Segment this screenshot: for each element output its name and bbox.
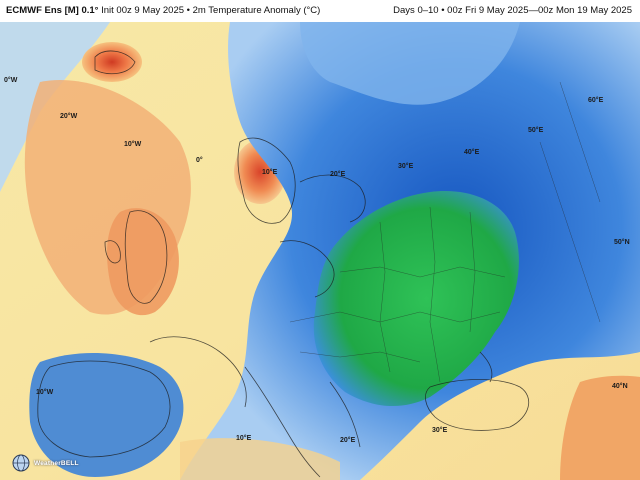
warm-southeast-area [560, 375, 640, 480]
label-lon-60e: 60°E [588, 96, 604, 104]
label-lon-10w-south: 10°W [36, 388, 54, 396]
init-and-variable: Init 00z 9 May 2025 • 2m Temperature Ano… [101, 5, 321, 16]
label-lon-20e: 20°E [330, 170, 346, 178]
label-lon-0e: 0° [196, 156, 203, 164]
cold-iberia-area [29, 352, 184, 477]
map-header: ECMWF Ens [M] 0.1° Init 00z 9 May 2025 •… [0, 0, 640, 23]
label-lat-50e: 50°E [528, 126, 544, 134]
label-lon-10w-north: 10°W [124, 140, 142, 148]
label-lat-50n: 50°N [614, 238, 630, 246]
warm-north-africa-area [180, 438, 340, 480]
provider-logo: WeatherBELL [8, 452, 79, 474]
cool-north-area [300, 22, 520, 105]
label-lon-10e: 10°E [262, 168, 278, 176]
warm-iceland-area [82, 42, 142, 82]
label-lon-40e: 40°E [464, 148, 480, 156]
label-lon-0w: 0°W [4, 76, 18, 84]
logo-text: WeatherBELL [34, 460, 79, 467]
label-lon-10e-south: 10°E [236, 434, 252, 442]
country-borders [289, 81, 601, 383]
header-left: ECMWF Ens [M] 0.1° Init 00z 9 May 2025 •… [6, 5, 320, 16]
globe-icon [12, 454, 30, 472]
cool-atlantic-area [0, 22, 110, 192]
coastlines [37, 50, 530, 478]
model-name: ECMWF Ens [M] 0.1° [6, 5, 99, 16]
label-lon-30e: 30°E [398, 162, 414, 170]
label-lon-20w: 20°W [60, 112, 78, 120]
label-lon-30e-south: 30°E [432, 426, 448, 434]
valid-period: Days 0–10 • 00z Fri 9 May 2025—00z Mon 1… [393, 5, 632, 16]
strong-cold-area [313, 191, 519, 407]
temperature-anomaly-map: 0°W 20°W 10°W 0° 10°E 20°E 30°E 40°E 50°… [0, 22, 640, 480]
label-lat-40n: 40°N [612, 382, 628, 390]
warm-uk-area [107, 208, 179, 316]
label-lon-20e-south: 20°E [340, 436, 356, 444]
